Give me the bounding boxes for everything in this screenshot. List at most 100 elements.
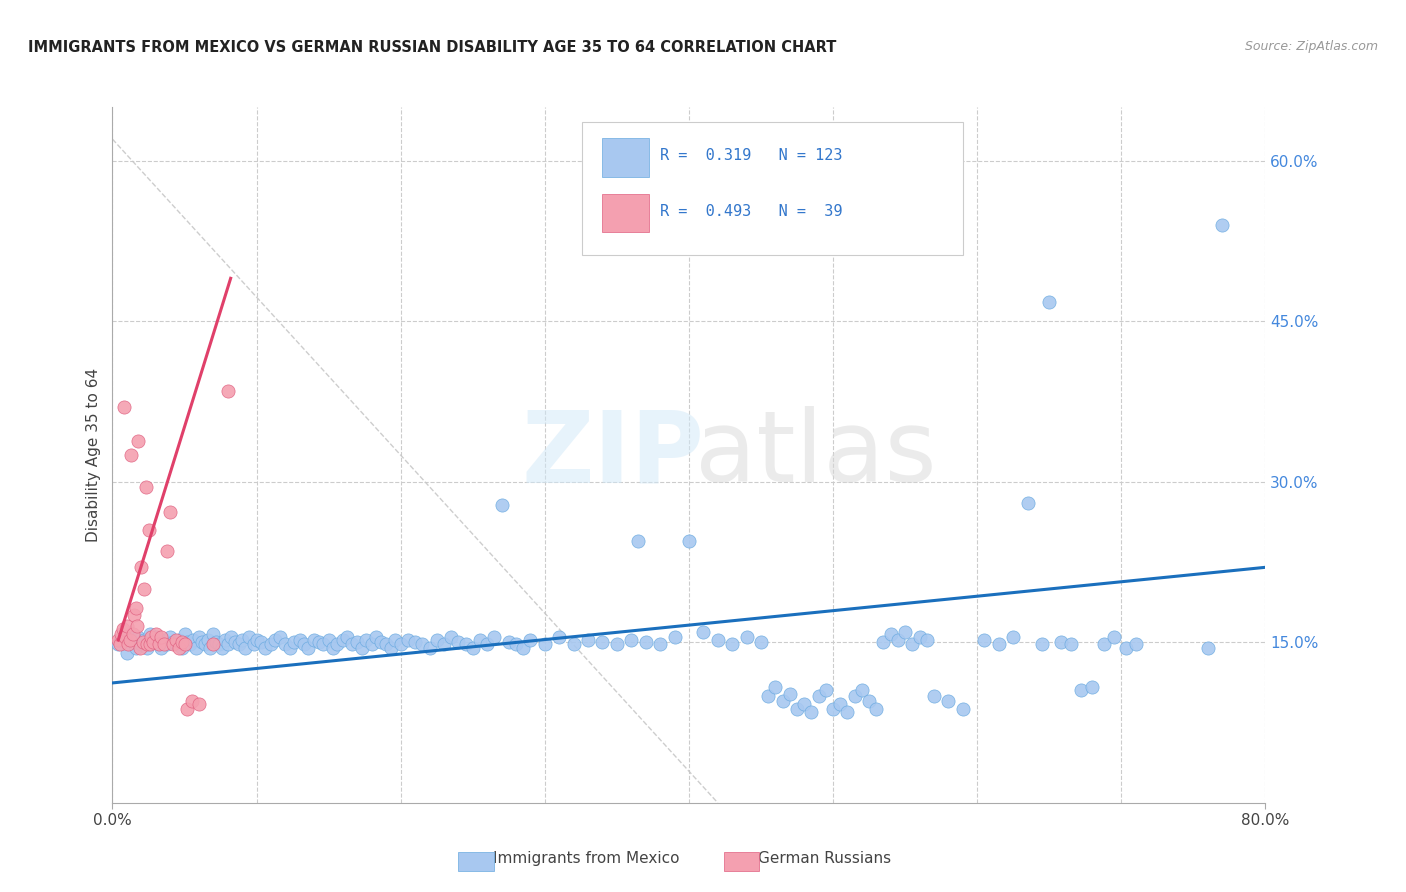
Point [396, 633, 419, 648]
Point [150, 630, 173, 644]
Point [269, 630, 291, 644]
Point [142, 635, 165, 649]
Point [426, 633, 449, 648]
Point [606, 637, 628, 651]
Point [858, 694, 880, 708]
Point [664, 630, 686, 644]
Point [117, 637, 139, 651]
Point [124, 640, 146, 655]
Point [110, 633, 132, 648]
Point [211, 640, 233, 655]
FancyBboxPatch shape [582, 122, 963, 255]
Point [159, 630, 181, 644]
Point [1211, 218, 1233, 232]
Point [880, 626, 903, 640]
Point [360, 637, 382, 651]
Point [318, 633, 340, 648]
Point [807, 689, 830, 703]
Point [749, 635, 772, 649]
Point [145, 630, 167, 644]
Point [108, 637, 131, 651]
Point [322, 640, 344, 655]
Point [534, 637, 557, 651]
Point [851, 683, 873, 698]
Text: Source: ZipAtlas.com: Source: ZipAtlas.com [1244, 40, 1378, 54]
Point [129, 637, 153, 651]
Text: German Russians: German Russians [758, 852, 891, 866]
Text: IMMIGRANTS FROM MEXICO VS GERMAN RUSSIAN DISABILITY AGE 35 TO 64 CORRELATION CHA: IMMIGRANTS FROM MEXICO VS GERMAN RUSSIAN… [28, 40, 837, 55]
Point [153, 633, 176, 648]
Point [134, 582, 156, 596]
Point [233, 640, 256, 655]
Point [370, 635, 392, 649]
Point [1049, 635, 1071, 649]
Point [765, 680, 787, 694]
Point [793, 698, 815, 712]
Point [197, 633, 219, 648]
Point [627, 533, 650, 548]
Point [176, 701, 198, 715]
Point [292, 637, 315, 651]
Point [779, 687, 801, 701]
Point [380, 640, 402, 655]
Point [915, 633, 938, 648]
Point [650, 637, 672, 651]
Point [153, 637, 176, 651]
Point [112, 400, 135, 414]
Point [447, 635, 470, 649]
Point [786, 701, 808, 715]
Point [283, 635, 305, 649]
Point [194, 637, 217, 651]
Point [114, 630, 136, 644]
Point [121, 626, 143, 640]
Point [188, 630, 211, 644]
Point [332, 633, 354, 648]
Point [250, 635, 273, 649]
Point [111, 623, 134, 637]
Point [1115, 640, 1137, 655]
Point [308, 635, 330, 649]
Point [830, 698, 852, 712]
Point [167, 640, 190, 655]
Point [484, 630, 506, 644]
Point [592, 635, 614, 649]
Point [707, 633, 730, 648]
Point [837, 705, 859, 719]
Point [505, 637, 527, 651]
Point [139, 626, 162, 640]
Point [340, 637, 363, 651]
Bar [603, 138, 648, 177]
Point [202, 626, 225, 640]
Point [411, 637, 433, 651]
Point [136, 637, 159, 651]
Point [145, 626, 167, 640]
Point [107, 637, 129, 651]
Point [219, 630, 242, 644]
Point [224, 635, 246, 649]
Point [231, 633, 253, 648]
Point [254, 640, 277, 655]
Point [1102, 630, 1125, 644]
Point [188, 698, 211, 712]
Point [127, 630, 149, 644]
Point [150, 640, 173, 655]
Point [156, 544, 179, 558]
Point [312, 637, 335, 651]
Point [346, 635, 368, 649]
Point [454, 637, 477, 651]
Point [167, 633, 190, 648]
Point [887, 633, 910, 648]
Point [433, 637, 456, 651]
Point [181, 633, 204, 648]
Point [548, 630, 571, 644]
Point [1017, 496, 1039, 510]
Point [118, 633, 141, 648]
Point [179, 637, 201, 651]
Point [228, 637, 250, 651]
Point [115, 646, 138, 660]
Point [987, 637, 1010, 651]
Point [173, 637, 195, 651]
Point [821, 701, 844, 715]
Point [461, 640, 484, 655]
Point [191, 635, 214, 649]
